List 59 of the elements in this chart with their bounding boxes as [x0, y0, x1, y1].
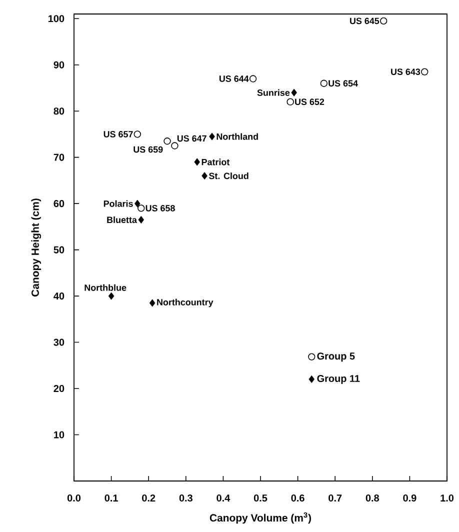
point — [380, 17, 388, 25]
point — [320, 80, 328, 87]
point — [286, 98, 294, 106]
point — [209, 132, 215, 140]
point — [164, 138, 171, 145]
annotation: Northblue — [84, 284, 126, 291]
y-tick-label: 100 — [48, 15, 64, 22]
x-tick-label: 0.8 — [366, 494, 380, 502]
annotation: Northcountry — [157, 298, 214, 308]
annotation: Northland — [216, 133, 258, 140]
annotation: Polaris — [104, 200, 133, 207]
annotation: US 652 — [295, 98, 324, 106]
y-axis-title: Canopy Height (cm) — [31, 198, 42, 296]
annotation: US 644 — [219, 76, 249, 82]
legend-label: Group 5 — [317, 352, 355, 362]
x-tick-label: 0.4 — [216, 494, 230, 502]
point — [194, 158, 200, 166]
y-tick-label: 30 — [54, 338, 64, 346]
point — [421, 68, 428, 76]
x-tick-label: 0.9 — [403, 494, 416, 502]
annotation: Sunrise — [257, 89, 290, 96]
point — [149, 299, 156, 307]
y-tick-label: 40 — [54, 292, 64, 300]
annotation: US 643 — [391, 68, 420, 75]
legend-label: Group 11 — [317, 374, 360, 384]
y-tick-label: 20 — [54, 385, 64, 392]
y-tick-label: 90 — [54, 61, 64, 68]
y-tick-label: 50 — [54, 246, 64, 254]
annotation: US 654 — [328, 80, 358, 87]
x-axis-title: Canopy Volume (m$^{3}$) — [210, 512, 311, 524]
annotation: US 647 — [177, 135, 206, 142]
x-tick-label: 0.2 — [142, 494, 156, 502]
annotation: St. Cloud — [209, 172, 248, 180]
point — [138, 204, 145, 212]
point — [249, 75, 257, 82]
y-tick-label: 10 — [54, 431, 64, 438]
point — [134, 130, 141, 138]
annotation: US 658 — [146, 205, 175, 212]
annotation: US 645 — [350, 18, 380, 24]
annotation: Bluetta — [107, 216, 138, 224]
point — [202, 172, 208, 180]
point — [171, 142, 178, 150]
point — [134, 200, 140, 208]
annotation: Patriot — [202, 158, 230, 166]
annotation: US 657 — [104, 131, 133, 138]
x-tick-label: 0.5 — [254, 494, 268, 502]
y-tick-label: 70 — [54, 154, 64, 161]
x-tick-label: 0.0 — [67, 494, 81, 502]
x-tick-label: 0.6 — [291, 494, 304, 502]
point — [108, 292, 114, 300]
point — [138, 216, 144, 224]
x-tick-label: 0.3 — [179, 494, 192, 502]
point — [291, 88, 297, 96]
x-tick-label: 0.7 — [328, 494, 342, 502]
x-tick-label: 1.0 — [440, 494, 454, 502]
y-tick-label: 80 — [54, 108, 64, 115]
y-tick-label: 60 — [54, 200, 64, 208]
annotation: US 659 — [134, 146, 163, 153]
x-tick-label: 0.1 — [104, 494, 118, 502]
